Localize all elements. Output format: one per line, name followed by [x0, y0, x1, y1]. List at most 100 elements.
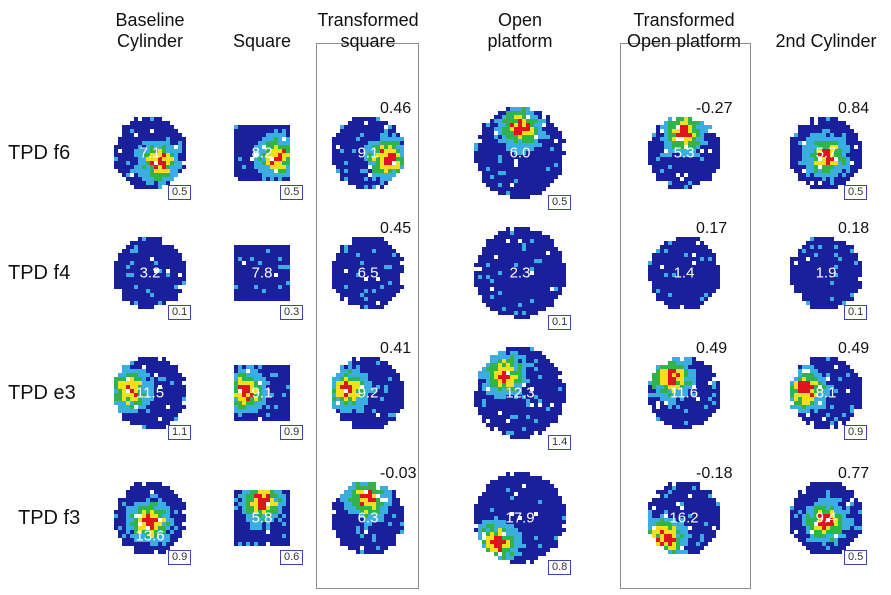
map-pixel — [146, 241, 150, 245]
map-pixel — [672, 361, 676, 365]
map-pixel — [534, 359, 538, 363]
map-pixel — [558, 151, 562, 155]
map-pixel — [534, 279, 538, 283]
map-pixel — [154, 417, 158, 421]
map-pixel — [286, 293, 290, 297]
map-pixel — [846, 153, 850, 157]
map-pixel — [506, 115, 510, 119]
map-pixel — [806, 269, 810, 273]
map-pixel — [388, 253, 392, 257]
map-pixel — [478, 387, 482, 391]
map-pixel — [700, 365, 704, 369]
map-pixel — [518, 379, 522, 383]
map-pixel — [672, 401, 676, 405]
map-pixel — [368, 269, 372, 273]
map-pixel — [344, 369, 348, 373]
map-pixel — [174, 161, 178, 165]
map-pixel — [834, 301, 838, 305]
map-pixel — [146, 293, 150, 297]
map-pixel — [550, 147, 554, 151]
map-pixel — [344, 253, 348, 257]
map-pixel — [858, 141, 862, 145]
map-pixel — [392, 157, 396, 161]
map-pixel — [684, 385, 688, 389]
map-pixel — [170, 285, 174, 289]
map-pixel — [810, 141, 814, 145]
map-pixel — [546, 143, 550, 147]
map-pixel — [250, 401, 254, 405]
map-pixel — [118, 518, 122, 522]
map-pixel — [150, 285, 154, 289]
map-pixel — [482, 291, 486, 295]
map-pixel — [142, 361, 146, 365]
map-pixel — [158, 241, 162, 245]
map-pixel — [286, 413, 290, 417]
map-pixel — [162, 289, 166, 293]
map-pixel — [238, 265, 242, 269]
map-pixel — [802, 149, 806, 153]
map-pixel — [692, 381, 696, 385]
map-pixel — [830, 177, 834, 181]
map-pixel — [538, 387, 542, 391]
map-pixel — [712, 393, 716, 397]
map-pixel — [518, 231, 522, 235]
map-pixel — [534, 151, 538, 155]
map-pixel — [254, 125, 258, 129]
map-pixel — [158, 253, 162, 257]
map-pixel — [684, 305, 688, 309]
map-pixel — [234, 125, 238, 129]
map-pixel — [166, 502, 170, 506]
map-pixel — [688, 361, 692, 365]
map-pixel — [538, 407, 542, 411]
map-pixel — [664, 285, 668, 289]
map-pixel — [352, 161, 356, 165]
map-pixel — [238, 245, 242, 249]
map-pixel — [368, 285, 372, 289]
map-pixel — [340, 289, 344, 293]
map-pixel — [826, 357, 830, 361]
map-pixel — [668, 185, 672, 189]
map-pixel — [514, 259, 518, 263]
map-pixel — [652, 273, 656, 277]
map-pixel — [376, 417, 380, 421]
map-pixel — [158, 157, 162, 161]
map-pixel — [372, 305, 376, 309]
map-pixel — [704, 389, 708, 393]
map-pixel — [178, 133, 182, 137]
map-pixel — [502, 143, 506, 147]
map-pixel — [126, 133, 130, 137]
map-pixel — [550, 419, 554, 423]
map-pixel — [274, 285, 278, 289]
map-pixel — [538, 359, 542, 363]
map-pixel — [238, 401, 242, 405]
map-pixel — [122, 269, 126, 273]
map-pixel — [664, 249, 668, 253]
map-pixel — [352, 293, 356, 297]
map-pixel — [170, 393, 174, 397]
map-pixel — [648, 149, 652, 153]
map-pixel — [348, 289, 352, 293]
map-pixel — [526, 287, 530, 291]
map-pixel — [668, 177, 672, 181]
map-pixel — [498, 123, 502, 127]
map-pixel — [282, 281, 286, 285]
map-pixel — [154, 365, 158, 369]
map-pixel — [388, 289, 392, 293]
map-pixel — [498, 291, 502, 295]
map-pixel — [550, 251, 554, 255]
map-pixel — [138, 133, 142, 137]
map-pixel — [526, 419, 530, 423]
map-pixel — [534, 355, 538, 359]
map-pixel — [242, 141, 246, 145]
map-pixel — [546, 119, 550, 123]
map-pixel — [838, 153, 842, 157]
map-pixel — [676, 357, 680, 361]
map-pixel — [356, 405, 360, 409]
map-pixel — [482, 383, 486, 387]
map-pixel — [506, 171, 510, 175]
map-pixel — [114, 145, 118, 149]
map-pixel — [150, 397, 154, 401]
map-pixel — [372, 409, 376, 413]
map-pixel — [474, 151, 478, 155]
map-pixel — [664, 165, 668, 169]
